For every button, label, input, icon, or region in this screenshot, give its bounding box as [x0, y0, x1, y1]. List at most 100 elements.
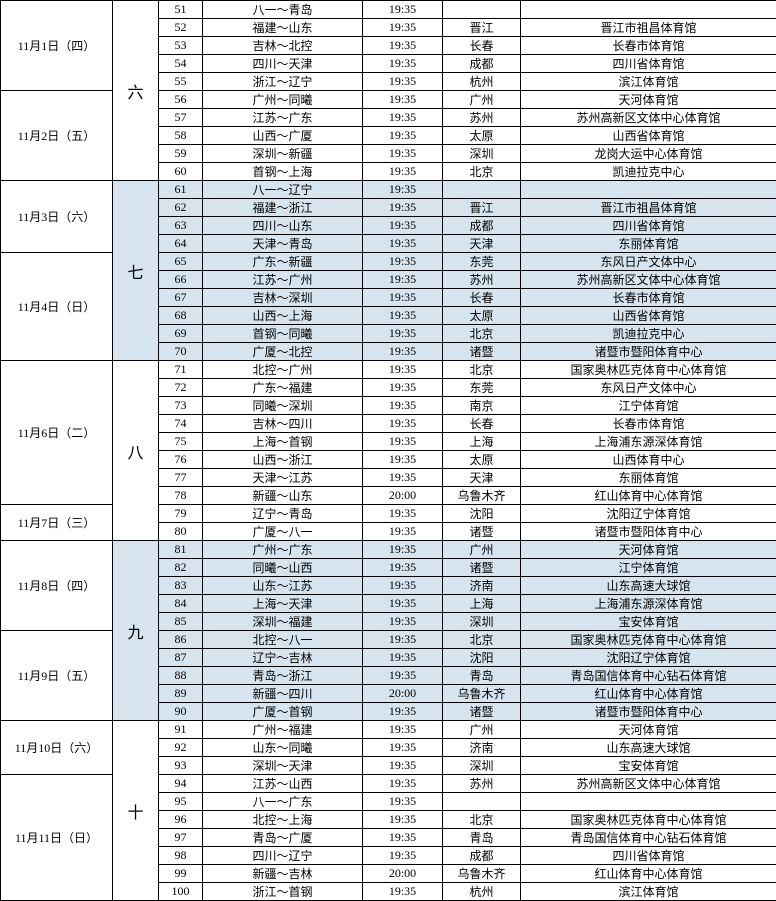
venue-cell: 苏州高新区文体中心体育馆: [521, 775, 776, 793]
time-cell: 19:35: [363, 55, 443, 73]
city-cell: 沈阳: [443, 649, 521, 667]
match-cell: 广厦～首钢: [203, 703, 363, 721]
venue-cell: 苏州高新区文体中心体育馆: [521, 109, 776, 127]
venue-cell: 山东高速大球馆: [521, 577, 776, 595]
time-cell: 19:35: [363, 775, 443, 793]
no-cell: 60: [159, 163, 203, 181]
no-cell: 98: [159, 847, 203, 865]
match-cell: 山西～浙江: [203, 451, 363, 469]
city-cell: 长春: [443, 37, 521, 55]
venue-cell: 上海浦东源深体育馆: [521, 595, 776, 613]
no-cell: 82: [159, 559, 203, 577]
match-cell: 浙江～首钢: [203, 883, 363, 901]
city-cell: 北京: [443, 361, 521, 379]
match-cell: 广厦～北控: [203, 343, 363, 361]
no-cell: 51: [159, 1, 203, 19]
time-cell: 19:35: [363, 559, 443, 577]
time-cell: 19:35: [363, 757, 443, 775]
venue-cell: 滨江体育馆: [521, 73, 776, 91]
match-cell: 四川～天津: [203, 55, 363, 73]
venue-cell: 长春市体育馆: [521, 37, 776, 55]
venue-cell: 江宁体育馆: [521, 559, 776, 577]
time-cell: 19:35: [363, 379, 443, 397]
venue-cell: 山西体育中心: [521, 451, 776, 469]
match-cell: 同曦～深圳: [203, 397, 363, 415]
no-cell: 61: [159, 181, 203, 199]
no-cell: 97: [159, 829, 203, 847]
no-cell: 67: [159, 289, 203, 307]
city-cell: 南京: [443, 397, 521, 415]
round-cell: 八: [113, 361, 159, 541]
no-cell: 52: [159, 19, 203, 37]
match-cell: 首钢～上海: [203, 163, 363, 181]
match-cell: 北控～广州: [203, 361, 363, 379]
city-cell: 诸暨: [443, 559, 521, 577]
time-cell: 19:35: [363, 397, 443, 415]
match-cell: 新疆～山东: [203, 487, 363, 505]
city-cell: 太原: [443, 127, 521, 145]
city-cell: 青岛: [443, 667, 521, 685]
round-cell: 十: [113, 721, 159, 901]
table-row: 11月8日（四）九81广州～广东19:35广州天河体育馆: [1, 541, 776, 559]
time-cell: 19:35: [363, 1, 443, 19]
no-cell: 89: [159, 685, 203, 703]
no-cell: 59: [159, 145, 203, 163]
city-cell: 诸暨: [443, 343, 521, 361]
time-cell: 19:35: [363, 217, 443, 235]
time-cell: 19:35: [363, 19, 443, 37]
time-cell: 19:35: [363, 91, 443, 109]
venue-cell: 长春市体育馆: [521, 415, 776, 433]
time-cell: 19:35: [363, 235, 443, 253]
venue-cell: [521, 793, 776, 811]
no-cell: 77: [159, 469, 203, 487]
match-cell: 上海～天津: [203, 595, 363, 613]
city-cell: [443, 181, 521, 199]
time-cell: 19:35: [363, 145, 443, 163]
time-cell: 19:35: [363, 181, 443, 199]
time-cell: 19:35: [363, 577, 443, 595]
no-cell: 73: [159, 397, 203, 415]
city-cell: 杭州: [443, 883, 521, 901]
no-cell: 71: [159, 361, 203, 379]
city-cell: 太原: [443, 307, 521, 325]
match-cell: 吉林～深圳: [203, 289, 363, 307]
no-cell: 78: [159, 487, 203, 505]
no-cell: 90: [159, 703, 203, 721]
time-cell: 19:35: [363, 649, 443, 667]
venue-cell: 凯迪拉克中心: [521, 325, 776, 343]
city-cell: 广州: [443, 541, 521, 559]
date-cell: 11月8日（四）: [1, 541, 113, 631]
match-cell: 广东～福建: [203, 379, 363, 397]
match-cell: 八一～青岛: [203, 1, 363, 19]
table-row: 11月10日（六）十91广州～福建19:35广州天河体育馆: [1, 721, 776, 739]
venue-cell: [521, 181, 776, 199]
venue-cell: 江宁体育馆: [521, 397, 776, 415]
venue-cell: 东丽体育馆: [521, 235, 776, 253]
match-cell: 辽宁～青岛: [203, 505, 363, 523]
time-cell: 19:35: [363, 73, 443, 91]
city-cell: [443, 793, 521, 811]
city-cell: 广州: [443, 91, 521, 109]
time-cell: 19:35: [363, 127, 443, 145]
date-cell: 11月7日（三）: [1, 505, 113, 541]
city-cell: 诸暨: [443, 523, 521, 541]
time-cell: 19:35: [363, 829, 443, 847]
date-cell: 11月2日（五）: [1, 91, 113, 181]
venue-cell: 晋江市祖昌体育馆: [521, 199, 776, 217]
no-cell: 76: [159, 451, 203, 469]
city-cell: 苏州: [443, 109, 521, 127]
date-cell: 11月10日（六）: [1, 721, 113, 775]
no-cell: 92: [159, 739, 203, 757]
city-cell: 北京: [443, 631, 521, 649]
city-cell: 成都: [443, 217, 521, 235]
venue-cell: 沈阳辽宁体育馆: [521, 649, 776, 667]
date-cell: 11月9日（五）: [1, 631, 113, 721]
date-cell: 11月6日（二）: [1, 361, 113, 505]
venue-cell: 国家奥林匹克体育中心体育馆: [521, 361, 776, 379]
no-cell: 53: [159, 37, 203, 55]
venue-cell: 天河体育馆: [521, 91, 776, 109]
no-cell: 65: [159, 253, 203, 271]
venue-cell: 沈阳辽宁体育馆: [521, 505, 776, 523]
match-cell: 青岛～浙江: [203, 667, 363, 685]
venue-cell: 诸暨市暨阳体育中心: [521, 703, 776, 721]
